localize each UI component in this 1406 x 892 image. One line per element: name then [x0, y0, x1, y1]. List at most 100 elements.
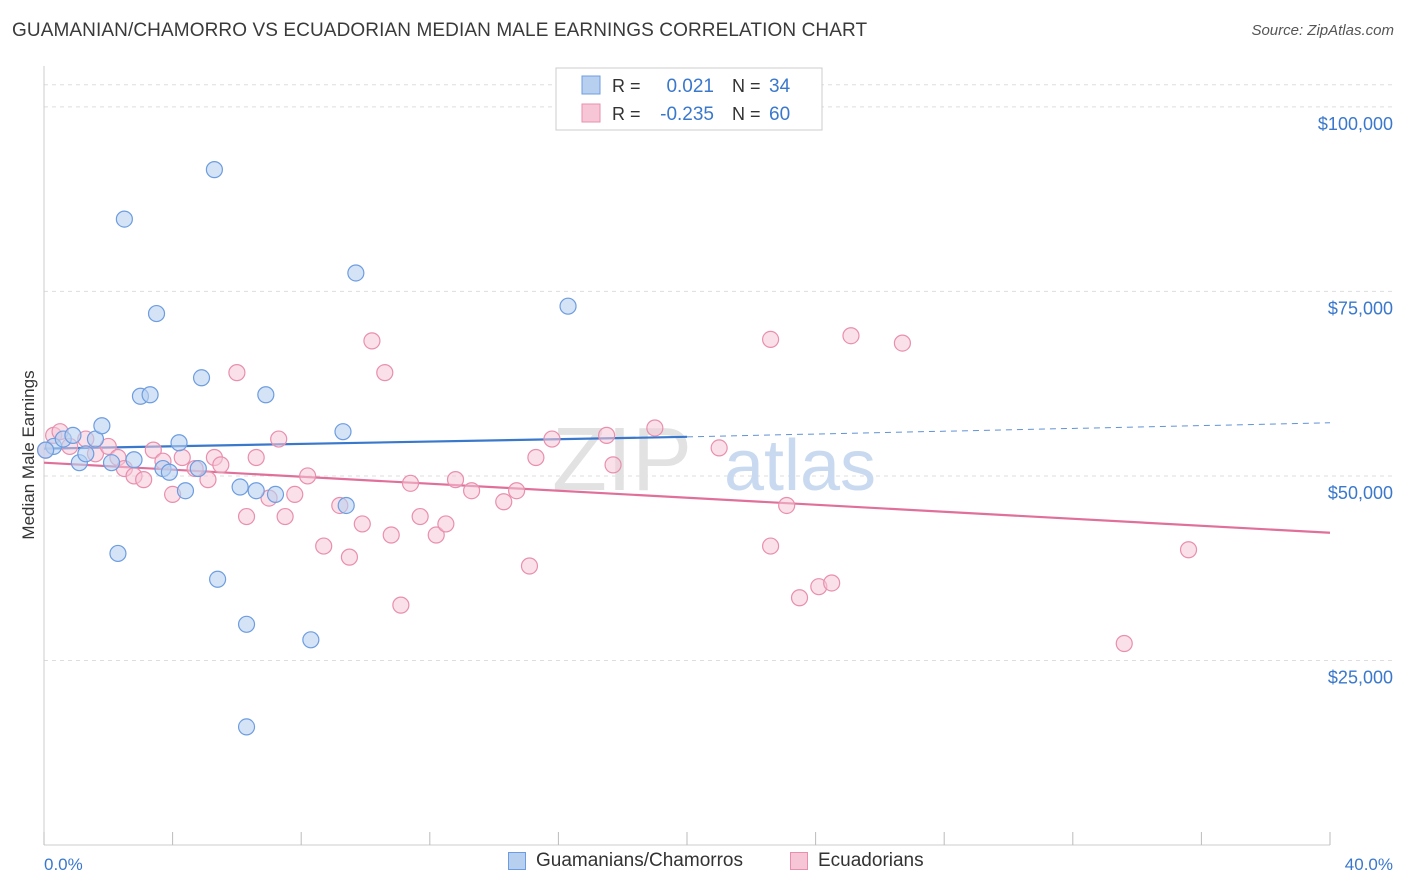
legend-r-value-ecuadorian: -0.235: [660, 104, 714, 125]
watermark-atlas: atlas: [724, 426, 876, 506]
legend-swatch-pink: [790, 852, 808, 870]
data-point-guamanian: [231, 478, 249, 496]
top-legend: R = 0.021 N = 34 R = -0.235 N = 60: [555, 67, 823, 131]
data-point-guamanian: [64, 426, 82, 444]
data-point-guamanian: [237, 615, 256, 633]
data-point-guamanian: [266, 485, 285, 504]
data-point-ecuadorian: [237, 507, 256, 526]
data-point-guamanian: [176, 482, 195, 500]
y-tick-label: $25,000: [1328, 667, 1393, 687]
data-point-ecuadorian: [710, 439, 728, 457]
data-point-guamanian: [192, 369, 211, 387]
data-point-ecuadorian: [1115, 634, 1133, 653]
data-point-guamanian: [125, 451, 143, 469]
data-point-guamanian: [77, 445, 95, 463]
data-point-ecuadorian: [340, 548, 359, 566]
data-point-ecuadorian: [212, 456, 230, 474]
data-point-guamanian: [205, 161, 223, 179]
data-point-ecuadorian: [144, 441, 162, 459]
data-point-guamanian: [257, 386, 275, 404]
data-point-ecuadorian: [842, 327, 860, 345]
legend-n-value-ecuadorian: 60: [769, 104, 790, 125]
data-point-ecuadorian: [543, 430, 561, 448]
data-point-guamanian: [347, 264, 365, 282]
legend-n-label-ecuadorian: N =: [732, 104, 761, 124]
trend-line-ecuadorian: [43, 461, 1331, 534]
data-point-ecuadorian: [173, 448, 191, 467]
y-tick-label: $100,000: [1318, 114, 1393, 134]
data-point-guamanian: [37, 441, 55, 459]
data-point-guamanian: [93, 417, 111, 435]
legend-label-ecuadorians: Ecuadorians: [818, 850, 924, 871]
data-point-ecuadorian: [495, 493, 513, 511]
data-point-guamanian: [170, 434, 188, 452]
data-point-ecuadorian: [823, 574, 841, 592]
grid-lines: [44, 84, 1394, 661]
y-tick-label: $75,000: [1328, 298, 1393, 318]
data-point-ecuadorian: [270, 430, 288, 448]
legend-swatch-blue: [508, 852, 526, 870]
data-point-ecuadorian: [893, 334, 912, 352]
data-point-guamanian: [141, 386, 159, 404]
data-point-ecuadorian: [199, 471, 217, 489]
data-point-ecuadorian: [508, 482, 526, 500]
data-point-ecuadorian: [353, 515, 371, 533]
chart-source: Source: ZipAtlas.com: [1251, 22, 1394, 39]
data-point-ecuadorian: [778, 496, 796, 515]
data-point-ecuadorian: [286, 485, 304, 504]
data-point-guamanian: [160, 463, 178, 481]
trend-line-guamanian-extension: [686, 422, 1331, 438]
data-point-ecuadorian: [276, 507, 294, 526]
legend-r-label-ecuadorian: R =: [612, 104, 641, 124]
data-point-ecuadorian: [598, 426, 616, 444]
x-tick-label-min: 0.0%: [44, 855, 83, 874]
data-point-guamanian: [209, 570, 227, 588]
legend-item-ecuadorians: Ecuadorians: [790, 850, 924, 872]
data-point-ecuadorian: [228, 364, 246, 382]
data-point-ecuadorian: [411, 507, 429, 526]
legend-n-value-guamanian: 34: [769, 76, 791, 97]
data-point-ecuadorian: [299, 467, 317, 485]
data-point-ecuadorian: [761, 537, 780, 555]
data-point-guamanian: [302, 631, 320, 649]
data-point-ecuadorian: [135, 471, 153, 489]
data-point-guamanian: [102, 454, 121, 472]
data-point-guamanian: [237, 718, 256, 736]
data-point-guamanian: [337, 496, 355, 515]
data-point-ecuadorian: [761, 330, 780, 349]
data-point-ecuadorian: [604, 456, 622, 474]
data-point-ecuadorian: [1179, 541, 1198, 559]
data-point-ecuadorian: [427, 526, 445, 544]
data-point-ecuadorian: [392, 596, 410, 614]
data-point-ecuadorian: [247, 448, 265, 467]
axes: $25,000 $50,000 $75,000 $100,000: [43, 66, 1393, 846]
bottom-legend: Guamanians/Chamorros Ecuadorians: [0, 850, 1406, 878]
watermark: ZIP atlas: [552, 410, 876, 510]
legend-r-value-guamanian: 0.021: [666, 76, 714, 97]
legend-r-label-guamanian: R =: [612, 76, 641, 96]
data-point-ecuadorian: [462, 482, 481, 500]
x-tick-label-max: 40.0%: [1345, 855, 1393, 874]
data-point-ecuadorian: [401, 474, 420, 492]
data-point-guamanian: [147, 304, 166, 323]
data-point-ecuadorian: [363, 332, 381, 350]
data-point-ecuadorian: [520, 557, 539, 575]
data-point-guamanian: [189, 459, 207, 478]
data-point-ecuadorian: [376, 364, 394, 382]
legend-swatch-guamanian: [581, 75, 601, 95]
data-point-ecuadorian: [382, 526, 400, 544]
data-point-guamanian: [247, 482, 265, 500]
data-point-ecuadorian: [99, 437, 117, 456]
data-point-guamanian: [109, 544, 127, 563]
data-point-ecuadorian: [315, 537, 333, 555]
y-axis-label: Median Male Earnings: [19, 370, 38, 539]
legend-n-label-guamanian: N =: [732, 76, 761, 96]
legend-label-guamanians: Guamanians/Chamorros: [536, 850, 743, 871]
data-point-ecuadorian: [527, 448, 545, 467]
legend-item-guamanians: Guamanians/Chamorros: [508, 850, 743, 872]
legend-swatch-ecuadorian: [581, 103, 601, 123]
data-point-ecuadorian: [646, 419, 664, 437]
data-point-ecuadorian: [437, 515, 455, 533]
data-point-ecuadorian: [790, 589, 809, 607]
data-point-guamanian: [334, 423, 352, 441]
